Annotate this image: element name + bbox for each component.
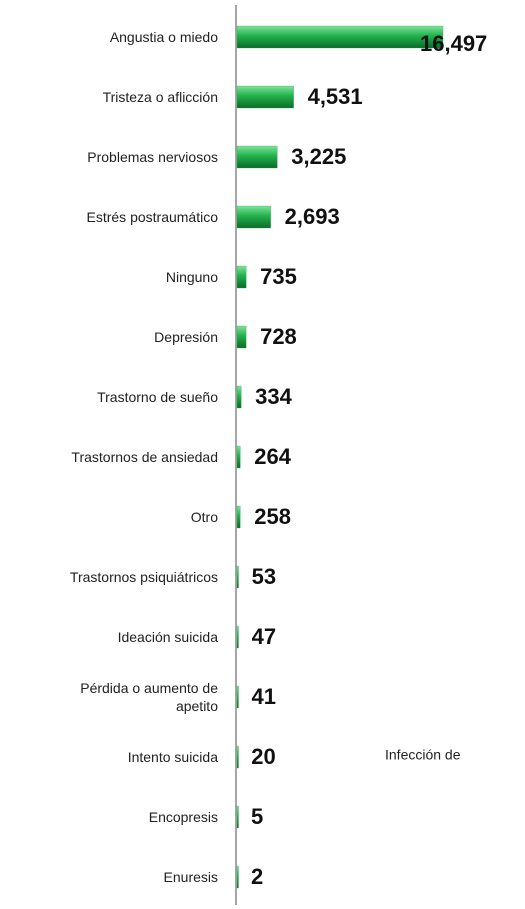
bar bbox=[236, 325, 247, 349]
category-label: Trastornos de ansiedad bbox=[71, 449, 218, 465]
value-label: 47 bbox=[252, 624, 276, 649]
bar bbox=[236, 85, 294, 109]
value-label: 5 bbox=[251, 804, 263, 829]
category-label: Ideación suicida bbox=[117, 629, 218, 645]
category-label: Enuresis bbox=[163, 869, 218, 885]
bar bbox=[236, 745, 239, 769]
bar bbox=[236, 385, 242, 409]
category-label: Ninguno bbox=[165, 269, 218, 285]
category-label: Estrés postraumático bbox=[86, 209, 219, 225]
bar bbox=[236, 805, 239, 829]
bar bbox=[236, 865, 239, 889]
bar bbox=[236, 265, 247, 289]
category-label: Encopresis bbox=[148, 809, 218, 825]
value-label: 20 bbox=[251, 744, 275, 769]
category-label: Depresión bbox=[154, 329, 218, 345]
bar bbox=[236, 25, 444, 49]
bar bbox=[236, 625, 239, 649]
bar bbox=[236, 505, 241, 529]
bar bbox=[236, 565, 239, 589]
category-label: Intento suicida bbox=[127, 749, 218, 765]
category-label: Trastornos psiquiátricos bbox=[69, 569, 218, 585]
value-label: 4,531 bbox=[308, 84, 363, 109]
bar bbox=[236, 205, 271, 229]
value-label: 53 bbox=[252, 564, 276, 589]
value-label: 2,693 bbox=[285, 204, 340, 229]
value-label: 735 bbox=[260, 264, 297, 289]
category-label: Pérdida o aumento de apetito bbox=[80, 680, 218, 714]
value-label: 264 bbox=[254, 444, 291, 469]
category-label: Otro bbox=[190, 509, 218, 525]
value-label: 3,225 bbox=[291, 144, 346, 169]
value-label: 334 bbox=[255, 384, 292, 409]
category-label: Trastorno de sueño bbox=[97, 389, 218, 405]
category-label: Problemas nerviosos bbox=[87, 149, 218, 165]
value-label: 41 bbox=[252, 684, 276, 709]
value-label: 16,497 bbox=[420, 31, 487, 56]
category-label: Angustia o miedo bbox=[109, 29, 218, 45]
value-label: 2 bbox=[251, 864, 263, 889]
bar bbox=[236, 685, 239, 709]
value-label: 258 bbox=[254, 504, 291, 529]
bar bbox=[236, 145, 278, 169]
bar bbox=[236, 445, 241, 469]
category-label: Tristeza o aflicción bbox=[102, 89, 218, 105]
annotation: Infección de bbox=[385, 747, 461, 763]
value-label: 728 bbox=[260, 324, 297, 349]
